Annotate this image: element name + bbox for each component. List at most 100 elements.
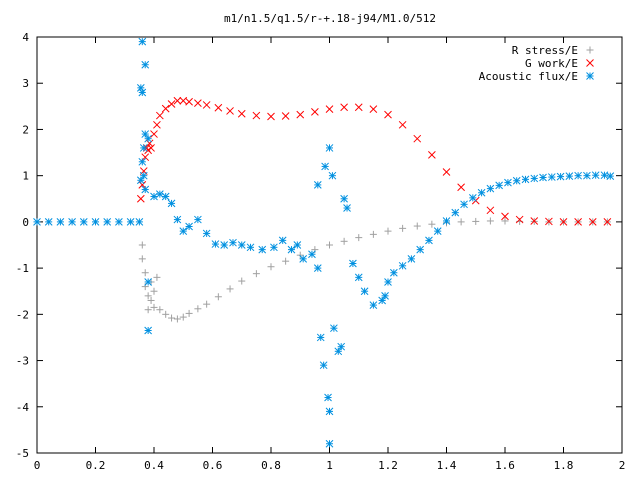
- legend-label: Acoustic flux/E: [479, 70, 578, 83]
- data-point: [574, 171, 582, 180]
- marker-stroke: [211, 240, 220, 248]
- marker-stroke: [343, 204, 351, 212]
- marker-stroke: [173, 215, 182, 224]
- data-point: [136, 176, 145, 185]
- data-point: [161, 104, 170, 113]
- marker-stroke: [530, 174, 539, 183]
- data-point: [308, 250, 316, 259]
- marker-stroke: [319, 361, 328, 370]
- data-point: [360, 287, 369, 296]
- data-point: [588, 218, 597, 226]
- data-point: [565, 172, 574, 180]
- data-point: [144, 292, 152, 300]
- marker-stroke: [321, 162, 329, 171]
- data-point: [399, 224, 407, 232]
- marker-stroke: [141, 130, 150, 138]
- data-point: [203, 300, 211, 308]
- marker-stroke: [477, 188, 486, 197]
- data-point: [355, 234, 363, 242]
- data-point: [416, 245, 425, 254]
- data-point: [354, 103, 363, 112]
- data-point: [486, 184, 495, 193]
- marker-stroke: [340, 194, 348, 203]
- data-point: [103, 218, 112, 226]
- y-tick-label: -1: [16, 262, 29, 275]
- marker-stroke: [328, 171, 337, 180]
- data-point: [153, 120, 161, 129]
- marker-stroke: [214, 103, 223, 112]
- marker-stroke: [451, 208, 460, 217]
- data-point: [398, 120, 407, 129]
- data-point: [281, 112, 290, 120]
- marker-stroke: [308, 250, 316, 259]
- data-point: [202, 101, 211, 109]
- marker-stroke: [501, 212, 509, 221]
- data-point: [451, 208, 460, 217]
- y-tick-label: -3: [16, 355, 29, 368]
- marker-stroke: [155, 190, 164, 199]
- x-tick-label: 1.4: [437, 459, 457, 472]
- data-point: [214, 293, 222, 301]
- marker-stroke: [586, 72, 594, 80]
- x-tick-label: 0.8: [261, 459, 281, 472]
- data-point: [545, 217, 553, 226]
- marker-stroke: [521, 175, 530, 184]
- data-point: [369, 105, 378, 113]
- marker-stroke: [378, 296, 387, 305]
- data-point: [512, 176, 521, 185]
- data-point: [150, 130, 158, 138]
- marker-stroke: [145, 139, 154, 148]
- x-tick-label: 0.6: [203, 459, 223, 472]
- data-point: [173, 315, 181, 323]
- data-point: [179, 227, 188, 235]
- chart-title: m1/n1.5/q1.5/r-+.18-j94/M1.0/512: [224, 12, 436, 25]
- data-point: [185, 97, 193, 106]
- data-point: [229, 238, 237, 247]
- marker-stroke: [460, 200, 468, 209]
- marker-stroke: [384, 278, 392, 286]
- data-point: [155, 111, 164, 120]
- data-point: [311, 108, 319, 116]
- series-0: [138, 217, 611, 323]
- y-tick-label: 4: [22, 31, 29, 44]
- marker-stroke: [468, 193, 477, 202]
- data-point: [486, 206, 495, 215]
- marker-stroke: [141, 185, 150, 194]
- y-tick-label: -2: [16, 308, 29, 321]
- data-point: [349, 259, 357, 268]
- marker-stroke: [103, 218, 112, 226]
- marker-stroke: [252, 111, 261, 120]
- marker-stroke: [293, 241, 302, 249]
- marker-stroke: [381, 291, 389, 300]
- marker-stroke: [313, 181, 322, 189]
- marker-stroke: [556, 172, 565, 181]
- marker-stroke: [325, 407, 334, 416]
- marker-stroke: [413, 134, 422, 143]
- marker-stroke: [495, 181, 504, 190]
- marker-stroke: [416, 245, 425, 254]
- x-tick-label: 1.8: [554, 459, 574, 472]
- marker-stroke: [139, 144, 148, 152]
- data-point: [330, 324, 338, 333]
- data-point: [153, 273, 161, 281]
- marker-stroke: [179, 227, 188, 235]
- data-point: [202, 229, 211, 238]
- marker-stroke: [442, 217, 451, 225]
- marker-stroke: [144, 278, 153, 286]
- data-point: [530, 217, 539, 225]
- marker-stroke: [136, 176, 145, 185]
- data-point: [539, 173, 547, 182]
- marker-stroke: [161, 104, 170, 113]
- legend-marker: [586, 59, 594, 67]
- data-point: [457, 183, 465, 192]
- data-point: [126, 218, 135, 226]
- data-point: [167, 199, 176, 208]
- marker-stroke: [281, 112, 290, 120]
- data-point: [325, 105, 334, 113]
- data-point: [337, 342, 346, 351]
- data-point: [168, 314, 176, 322]
- data-point: [252, 270, 260, 278]
- data-point: [150, 303, 158, 311]
- y-tick-label: 2: [22, 123, 29, 136]
- data-point: [220, 241, 229, 249]
